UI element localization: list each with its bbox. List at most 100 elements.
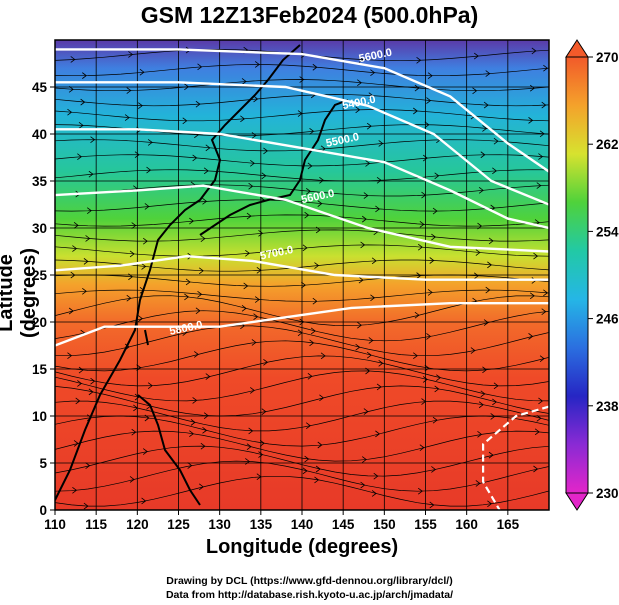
wind-arrow bbox=[416, 56, 422, 64]
x-tick-label: 110 bbox=[44, 517, 66, 532]
wind-arrow bbox=[83, 502, 89, 510]
wind-arrow bbox=[473, 272, 479, 280]
wind-arrow bbox=[429, 257, 435, 264]
wind-arrow bbox=[431, 466, 437, 473]
x-axis-ticks: 110 115 120 125 130 135 140 145 150 155 160 165 bbox=[44, 510, 520, 532]
wind-arrow bbox=[483, 101, 489, 109]
wind-arrow bbox=[309, 127, 315, 135]
wind-arrow bbox=[319, 176, 325, 184]
wind-arrow bbox=[299, 318, 305, 326]
streamline bbox=[55, 475, 549, 507]
streamline bbox=[55, 79, 549, 92]
wind-arrow bbox=[360, 241, 366, 249]
wind-arrow bbox=[192, 154, 198, 162]
wind-arrow bbox=[317, 200, 323, 207]
wind-arrow bbox=[434, 385, 440, 393]
wind-arrow bbox=[70, 56, 76, 63]
x-tick-label: 165 bbox=[497, 517, 520, 532]
wind-arrow bbox=[480, 151, 486, 159]
wind-arrow bbox=[124, 114, 130, 121]
wind-arrow bbox=[370, 294, 376, 302]
streamline bbox=[55, 169, 549, 182]
wind-arrow bbox=[357, 79, 362, 87]
wind-arrow bbox=[543, 289, 549, 297]
wind-arrow bbox=[368, 337, 374, 344]
wind-arrow bbox=[147, 382, 153, 389]
wind-arrow bbox=[432, 416, 438, 424]
wind-arrow bbox=[86, 207, 92, 214]
wind-arrow bbox=[373, 472, 379, 480]
y-tick-label: 15 bbox=[32, 362, 48, 377]
wind-arrow bbox=[305, 422, 311, 430]
wind-arrow bbox=[136, 364, 142, 371]
wind-arrow bbox=[533, 252, 539, 260]
wind-arrow bbox=[432, 207, 438, 215]
wind-arrow bbox=[73, 440, 79, 447]
streamline bbox=[55, 460, 549, 492]
streamline bbox=[55, 244, 549, 257]
wind-arrow bbox=[366, 351, 372, 359]
wind-arrow bbox=[184, 293, 190, 301]
wind-arrow bbox=[198, 267, 204, 275]
wind-arrow bbox=[146, 166, 152, 174]
wind-arrow bbox=[72, 245, 78, 252]
wind-arrow bbox=[83, 258, 89, 265]
wind-arrow bbox=[312, 297, 318, 305]
wind-arrow bbox=[138, 315, 143, 322]
wind-arrow bbox=[90, 136, 96, 143]
wind-arrow bbox=[360, 481, 366, 489]
wind-arrow bbox=[82, 287, 87, 295]
wind-arrow bbox=[538, 153, 544, 160]
streamline bbox=[55, 355, 549, 387]
wind-arrow bbox=[541, 101, 547, 109]
wind-arrow bbox=[307, 162, 313, 170]
wind-arrow bbox=[431, 233, 437, 241]
y-tick-label: 5 bbox=[39, 456, 47, 471]
x-tick-label: 145 bbox=[332, 517, 355, 532]
wind-arrow bbox=[355, 343, 361, 351]
wind-arrow bbox=[492, 398, 497, 406]
wind-arrow bbox=[490, 413, 496, 420]
wind-arrow bbox=[128, 51, 134, 58]
wind-arrow bbox=[147, 139, 153, 146]
wind-arrow bbox=[302, 467, 308, 475]
wind-arrow bbox=[182, 117, 188, 125]
wind-arrow bbox=[129, 476, 135, 483]
wind-arrow bbox=[246, 443, 252, 450]
wind-arrow bbox=[78, 122, 84, 129]
y-axis-label: Latitude (degrees) bbox=[0, 247, 40, 339]
wind-arrow bbox=[80, 98, 86, 106]
wind-arrow bbox=[309, 339, 315, 347]
wind-arrow bbox=[203, 167, 209, 175]
wind-arrow bbox=[378, 359, 384, 367]
x-tick-label: 115 bbox=[85, 517, 107, 532]
wind-arrow bbox=[315, 226, 321, 234]
dashed-contour bbox=[482, 405, 549, 510]
streamline bbox=[55, 199, 549, 212]
credit-drawing: Drawing by DCL (https://www.gfd-dennou.o… bbox=[166, 575, 453, 587]
wind-arrow bbox=[85, 462, 91, 469]
streamline bbox=[55, 64, 549, 77]
wind-arrow bbox=[194, 351, 199, 358]
wind-arrow bbox=[203, 412, 209, 419]
wind-arrow bbox=[261, 408, 267, 415]
wind-arrow bbox=[184, 83, 190, 91]
wind-arrow bbox=[241, 78, 247, 85]
y-tick-label: 35 bbox=[32, 174, 48, 189]
streamline bbox=[55, 259, 549, 272]
wind-arrow bbox=[375, 205, 381, 213]
colorbar-tick-label: 246 bbox=[596, 312, 619, 327]
wind-arrow bbox=[134, 151, 140, 159]
wind-arrow bbox=[310, 327, 316, 335]
colorbar: 270 262 254 246 238 230 bbox=[565, 39, 619, 511]
wind-arrow bbox=[361, 456, 367, 463]
wind-arrow bbox=[245, 458, 250, 465]
wind-arrow bbox=[205, 144, 211, 152]
wind-arrow bbox=[192, 397, 198, 404]
wind-arrow bbox=[144, 203, 150, 210]
wind-arrow bbox=[317, 441, 323, 449]
wind-arrow bbox=[138, 102, 143, 109]
wind-arrow bbox=[261, 172, 267, 180]
